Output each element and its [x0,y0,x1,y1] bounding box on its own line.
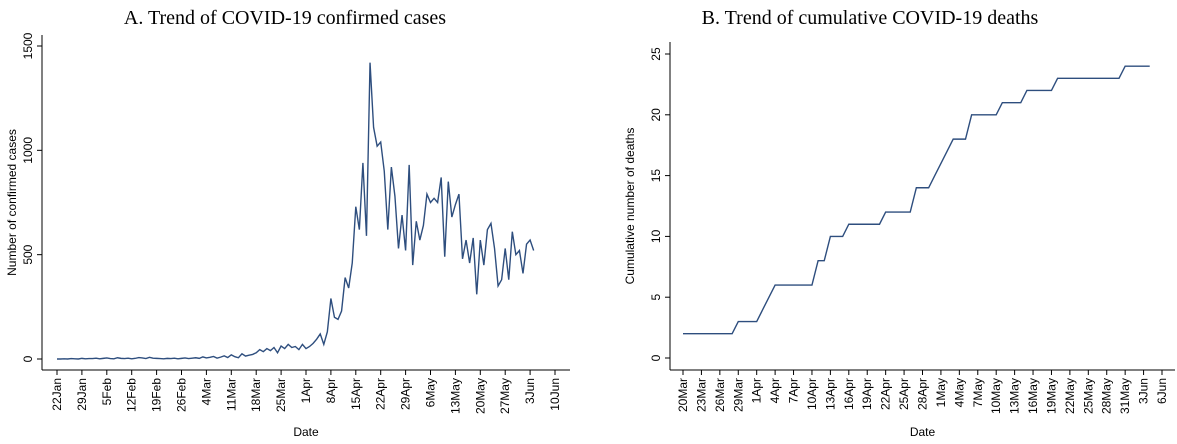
x-tick-label: 4Apr [768,378,782,403]
x-tick-label: 19Feb [150,378,164,412]
x-tick-label: 31May [1118,378,1132,414]
y-axis-label: Number of confirmed cases [5,129,19,276]
chart-title: A. Trend of COVID-19 confirmed cases [124,7,446,29]
x-tick-label: 29Apr [399,378,413,410]
x-tick-label: 15Apr [349,378,363,410]
x-tick-label: 16May [1026,378,1040,414]
x-tick-label: 8Apr [324,378,338,403]
x-tick-label: 1Apr [750,378,764,403]
x-tick-label: 4Mar [199,378,213,405]
x-tick-label: 3Jun [523,378,537,404]
x-tick-label: 16Apr [842,378,856,410]
y-tick-label: 5 [649,294,663,301]
x-tick-label: 22Apr [374,378,388,410]
x-tick-label: 13Apr [823,378,837,410]
x-tick-label: 6Jun [1155,378,1169,404]
x-tick-label: 11Mar [224,378,238,411]
x-tick-label: 25Mar [274,378,288,412]
x-tick-label: 23Mar [694,378,708,412]
x-tick-label: 12Feb [125,378,139,412]
x-tick-label: 25Apr [897,378,911,410]
x-tick-label: 4May [952,378,966,407]
x-axis-label: Date [293,425,319,439]
y-tick-label: 1000 [21,137,35,164]
x-tick-label: 3Jun [1137,378,1151,404]
x-tick-label: 19May [1044,378,1058,414]
x-tick-label: 22May [1063,378,1077,414]
x-tick-label: 10Jun [548,378,562,411]
x-tick-label: 7May [971,378,985,407]
x-tick-label: 28Apr [916,378,930,410]
x-tick-label: 20May [473,378,487,414]
x-tick-label: 27May [498,378,512,414]
y-tick-label: 0 [649,354,663,361]
x-tick-label: 26Mar [713,378,727,412]
x-tick-label: 6May [424,378,438,407]
x-tick-label: 1Apr [299,378,313,403]
data-line [57,62,535,360]
x-tick-label: 10May [989,378,1003,414]
data-line [683,65,1150,335]
x-tick-label: 19Apr [860,378,874,410]
x-tick-label: 22Apr [879,378,893,410]
x-tick-label: 29Mar [731,378,745,412]
y-tick-label: 0 [21,355,35,362]
x-tick-label: 13May [448,378,462,414]
x-tick-label: 20Mar [676,378,690,412]
x-tick-label: 28May [1100,378,1114,414]
x-tick-label: 1May [934,378,948,407]
x-tick-label: 22Jan [50,378,64,411]
x-axis-label: Date [910,425,936,439]
x-tick-label: 18Mar [249,378,263,412]
chart-title: B. Trend of cumulative COVID-19 deaths [702,7,1039,29]
y-tick-label: 10 [649,229,663,243]
y-tick-label: 25 [649,47,663,61]
y-tick-label: 20 [649,108,663,122]
x-tick-label: 7Apr [787,378,801,403]
x-tick-label: 5Feb [100,378,114,406]
y-tick-label: 15 [649,169,663,183]
x-tick-label: 26Feb [175,378,189,412]
x-tick-label: 10Apr [805,378,819,410]
x-tick-label: 29Jan [75,378,89,411]
x-tick-label: 25May [1081,378,1095,414]
y-tick-label: 500 [21,244,35,264]
y-axis-label: Cumulative number of deaths [623,128,637,285]
x-tick-label: 13May [1008,378,1022,414]
y-tick-label: 1500 [21,32,35,59]
